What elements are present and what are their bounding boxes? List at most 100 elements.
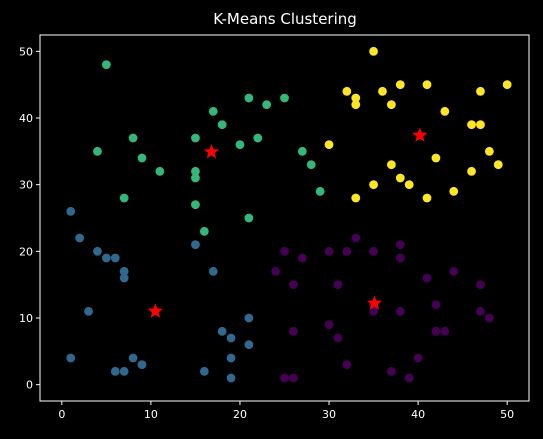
data-point-cluster-2 [101, 60, 111, 70]
data-point-cluster-3 [493, 160, 503, 170]
data-point-cluster-1 [75, 233, 85, 243]
data-point-cluster-2 [191, 133, 200, 143]
data-point-cluster-2 [155, 166, 165, 176]
data-point-cluster-3 [369, 46, 378, 56]
data-point-cluster-0 [386, 366, 396, 376]
data-point-cluster-3 [351, 193, 361, 203]
data-point-cluster-0 [422, 273, 432, 283]
data-point-cluster-3 [378, 86, 387, 96]
data-point-cluster-3 [351, 100, 361, 110]
data-point-cluster-1 [66, 353, 76, 363]
data-point-cluster-2 [244, 93, 254, 103]
data-point-cluster-1 [119, 273, 129, 283]
chart-title: K-Means Clustering [213, 10, 357, 28]
data-point-cluster-0 [395, 306, 405, 316]
data-point-cluster-1 [93, 246, 102, 256]
data-point-cluster-1 [244, 340, 254, 350]
data-point-cluster-1 [208, 266, 218, 276]
data-point-cluster-0 [476, 280, 485, 290]
data-point-cluster-2 [191, 200, 200, 210]
data-point-cluster-3 [386, 160, 396, 170]
data-point-cluster-0 [449, 266, 459, 276]
data-point-cluster-1 [128, 353, 138, 363]
data-point-cluster-1 [226, 373, 236, 383]
data-point-cluster-3 [422, 80, 432, 90]
y-tick-label: 20 [19, 245, 33, 258]
data-point-cluster-2 [128, 133, 138, 143]
data-point-cluster-3 [395, 80, 405, 90]
data-point-cluster-0 [404, 373, 414, 383]
x-tick-label: 50 [500, 408, 514, 421]
data-point-cluster-3 [440, 106, 450, 116]
data-point-cluster-0 [342, 360, 352, 370]
axes-frame [39, 34, 530, 402]
data-point-cluster-0 [342, 246, 352, 256]
data-point-cluster-0 [369, 306, 378, 316]
data-point-cluster-2 [315, 186, 325, 196]
data-point-cluster-2 [208, 106, 218, 116]
centroid-marker [412, 127, 428, 142]
data-point-cluster-1 [244, 313, 254, 323]
data-point-cluster-2 [235, 140, 245, 150]
data-point-cluster-1 [191, 240, 200, 250]
data-point-cluster-3 [476, 120, 485, 130]
data-point-cluster-2 [93, 146, 102, 156]
data-point-cluster-2 [244, 213, 254, 223]
data-point-cluster-2 [137, 153, 147, 163]
data-point-cluster-3 [351, 93, 361, 103]
data-point-cluster-1 [119, 366, 129, 376]
data-point-cluster-2 [306, 160, 316, 170]
data-point-cluster-1 [217, 326, 227, 336]
data-point-cluster-2 [262, 100, 272, 110]
data-point-cluster-3 [467, 120, 476, 130]
data-point-cluster-0 [395, 240, 405, 250]
x-tick-label: 20 [233, 408, 247, 421]
data-point-cluster-2 [119, 193, 129, 203]
data-point-cluster-0 [333, 280, 343, 290]
data-point-cluster-0 [324, 246, 334, 256]
data-point-cluster-0 [324, 320, 334, 330]
data-point-cluster-0 [395, 253, 405, 263]
data-point-cluster-2 [280, 93, 289, 103]
data-point-cluster-2 [191, 173, 200, 183]
y-tick-label: 0 [26, 379, 33, 392]
data-point-cluster-1 [66, 206, 76, 216]
data-point-cluster-0 [289, 373, 298, 383]
data-point-cluster-1 [110, 366, 120, 376]
data-point-cluster-0 [271, 266, 280, 276]
data-point-cluster-0 [476, 306, 485, 316]
data-point-cluster-0 [289, 280, 298, 290]
data-point-cluster-0 [289, 326, 298, 336]
data-point-cluster-1 [110, 253, 120, 263]
x-tick-label: 0 [58, 408, 65, 421]
data-point-cluster-3 [324, 140, 334, 150]
centroid-marker [366, 295, 383, 310]
data-point-cluster-1 [226, 333, 236, 343]
x-tick-label: 10 [144, 408, 158, 421]
data-point-cluster-0 [333, 333, 343, 343]
data-point-cluster-2 [191, 166, 200, 176]
data-point-cluster-3 [431, 153, 441, 163]
data-point-cluster-0 [431, 300, 441, 310]
data-point-cluster-1 [226, 353, 236, 363]
data-point-cluster-3 [369, 180, 378, 190]
data-point-cluster-3 [422, 193, 432, 203]
x-tick-label: 30 [322, 408, 336, 421]
data-point-cluster-0 [280, 373, 289, 383]
data-point-cluster-0 [369, 246, 378, 256]
data-point-cluster-0 [280, 246, 289, 256]
x-tick-label: 40 [411, 408, 425, 421]
y-tick-label: 30 [19, 179, 33, 192]
data-point-cluster-3 [386, 100, 396, 110]
data-point-cluster-1 [119, 266, 129, 276]
y-tick-label: 50 [19, 45, 33, 58]
data-point-cluster-1 [101, 253, 111, 263]
data-point-cluster-1 [199, 366, 209, 376]
data-point-cluster-2 [297, 146, 307, 156]
data-point-cluster-0 [484, 313, 494, 323]
data-point-cluster-3 [342, 86, 352, 96]
data-point-cluster-3 [395, 173, 405, 183]
